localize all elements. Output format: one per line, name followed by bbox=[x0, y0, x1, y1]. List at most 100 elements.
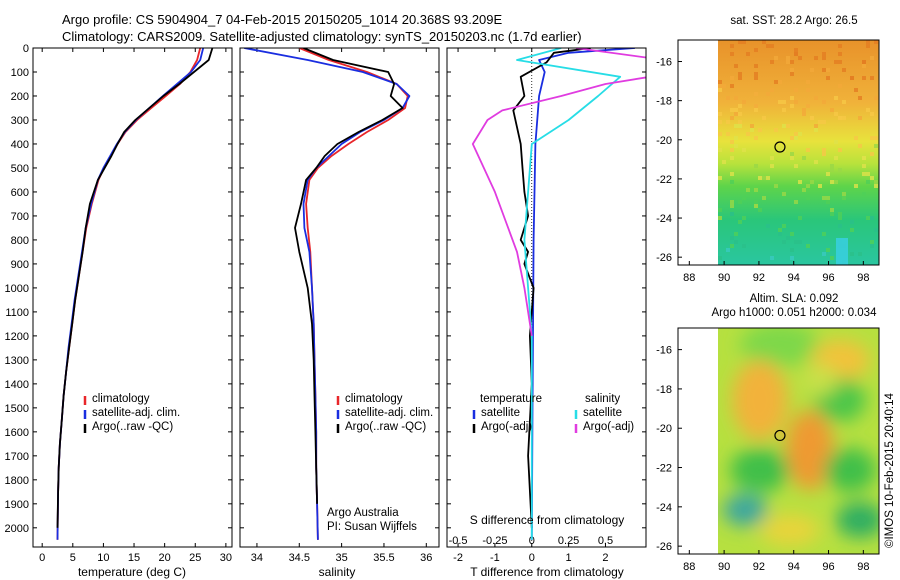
sst-pixel bbox=[826, 196, 830, 200]
sst-pixel bbox=[730, 84, 734, 88]
sla-map-title: Altim. SLA: 0.092 bbox=[750, 293, 839, 305]
sst-pixel bbox=[782, 192, 786, 196]
sst-pixel bbox=[826, 200, 830, 204]
x-tick-label: 10 bbox=[97, 552, 109, 564]
sst-pixel bbox=[866, 216, 870, 220]
sst-pixel bbox=[802, 156, 806, 160]
sla-anomaly-blob bbox=[732, 360, 788, 440]
sst-pixel bbox=[790, 152, 794, 156]
sst-pixel bbox=[866, 44, 870, 48]
sst-pixel bbox=[718, 216, 722, 220]
sst-pixel bbox=[818, 120, 822, 124]
sst-pixel bbox=[774, 80, 778, 84]
x-top-tick-label: 0.25 bbox=[558, 535, 579, 547]
x-tick-label: -2 bbox=[453, 552, 463, 564]
sst-pixel bbox=[778, 228, 782, 232]
sst-pixel bbox=[730, 76, 734, 80]
temperature-profiles bbox=[56, 48, 214, 540]
sst-pixel bbox=[782, 124, 786, 128]
sst-pixel bbox=[730, 44, 734, 48]
sst-pixel bbox=[822, 152, 826, 156]
sla-map-subtitle: Argo h1000: 0.051 h2000: 0.034 bbox=[712, 307, 878, 319]
sst-pixel bbox=[842, 68, 846, 72]
salinity-legend: climatology satellite-adj. clim. Argo(..… bbox=[336, 393, 433, 433]
sst-pixel bbox=[834, 96, 838, 100]
sst-pixel bbox=[738, 220, 742, 224]
map-y-tick-label: -20 bbox=[656, 423, 672, 435]
sst-pixel bbox=[746, 132, 750, 136]
sst-pixel bbox=[818, 184, 822, 188]
sst-pixel bbox=[830, 256, 834, 260]
sst-pixel bbox=[790, 256, 794, 260]
sst-pixel bbox=[718, 88, 722, 92]
x-tick-label: 34.5 bbox=[289, 552, 310, 564]
sst-pixel bbox=[842, 100, 846, 104]
sst-pixel bbox=[742, 216, 746, 220]
sst-pixel bbox=[738, 40, 742, 44]
sst-pixel bbox=[734, 232, 738, 236]
sst-pixel bbox=[718, 112, 722, 116]
legend-label-argo: Argo(..raw -QC) bbox=[92, 421, 173, 433]
x-tick-label: 0 bbox=[529, 552, 535, 564]
sst-pixel bbox=[842, 116, 846, 120]
sla-anomaly-blob bbox=[824, 448, 876, 492]
sst-pixel bbox=[718, 132, 722, 136]
sst-pixel bbox=[754, 48, 758, 52]
sst-map-title: sat. SST: 28.2 Argo: 26.5 bbox=[730, 15, 857, 27]
sst-pixel bbox=[850, 76, 854, 80]
sst-pixel bbox=[730, 244, 734, 248]
legend-label-climatology: climatology bbox=[345, 393, 403, 405]
sst-pixel bbox=[766, 44, 770, 48]
y-tick-label: 100 bbox=[11, 67, 29, 79]
sst-pixel bbox=[822, 252, 826, 256]
sst-pixel bbox=[758, 208, 762, 212]
y-tick-label: 1500 bbox=[5, 403, 29, 415]
y-tick-label: 700 bbox=[11, 211, 29, 223]
map-y-tick-label: -26 bbox=[656, 252, 672, 264]
temperature-frame bbox=[32, 47, 233, 548]
sla-anomaly-blob bbox=[723, 494, 767, 526]
sst-pixel bbox=[838, 44, 842, 48]
sst-pixel bbox=[822, 68, 826, 72]
sst-pixel bbox=[794, 48, 798, 52]
temperature-xlabel: temperature (deg C) bbox=[78, 565, 186, 579]
sst-pixel bbox=[806, 184, 810, 188]
sst-pixel bbox=[730, 180, 734, 184]
argo-location-marker bbox=[774, 141, 786, 153]
sst-pixel bbox=[854, 136, 858, 140]
sst-pixel bbox=[734, 108, 738, 112]
map-x-tick-label: 98 bbox=[857, 272, 869, 284]
sst-pixel bbox=[838, 168, 842, 172]
y-tick-label: 1700 bbox=[5, 451, 29, 463]
sst-pixel bbox=[778, 100, 782, 104]
sst-pixel bbox=[754, 108, 758, 112]
sst-pixel bbox=[738, 72, 742, 76]
legend-label-s-argo: Argo(-adj) bbox=[583, 421, 634, 433]
sst-pixel bbox=[746, 188, 750, 192]
sst-pixel bbox=[810, 180, 814, 184]
sla-anomaly-blob bbox=[740, 328, 820, 367]
map-x-tick-label: 98 bbox=[857, 561, 869, 573]
sst-pixel bbox=[830, 164, 834, 168]
sst-pixel bbox=[790, 68, 794, 72]
sst-pixel bbox=[838, 116, 842, 120]
sst-pixel bbox=[822, 52, 826, 56]
sst-pixel bbox=[790, 232, 794, 236]
salinity-frame bbox=[239, 47, 440, 548]
sst-pixel bbox=[754, 92, 758, 96]
difference-profiles bbox=[471, 48, 646, 540]
imos-credit: ©IMOS 10-Feb-2015 20:40:14 bbox=[884, 393, 896, 548]
sst-pixel bbox=[726, 248, 730, 252]
sst-pixel bbox=[794, 52, 798, 56]
sst-map-frame bbox=[677, 39, 880, 266]
temperature-legend: climatology satellite-adj. clim. Argo(..… bbox=[83, 393, 180, 433]
map-y-tick-label: -24 bbox=[656, 213, 672, 225]
sst-pixel bbox=[718, 176, 722, 180]
x-tick-label: 25 bbox=[189, 552, 201, 564]
annotation-pi: PI: Susan Wijffels bbox=[327, 521, 417, 533]
sst-pixel bbox=[850, 220, 854, 224]
sst-pixel bbox=[758, 128, 762, 132]
sst-pixel bbox=[734, 124, 738, 128]
sst-pixel bbox=[814, 128, 818, 132]
